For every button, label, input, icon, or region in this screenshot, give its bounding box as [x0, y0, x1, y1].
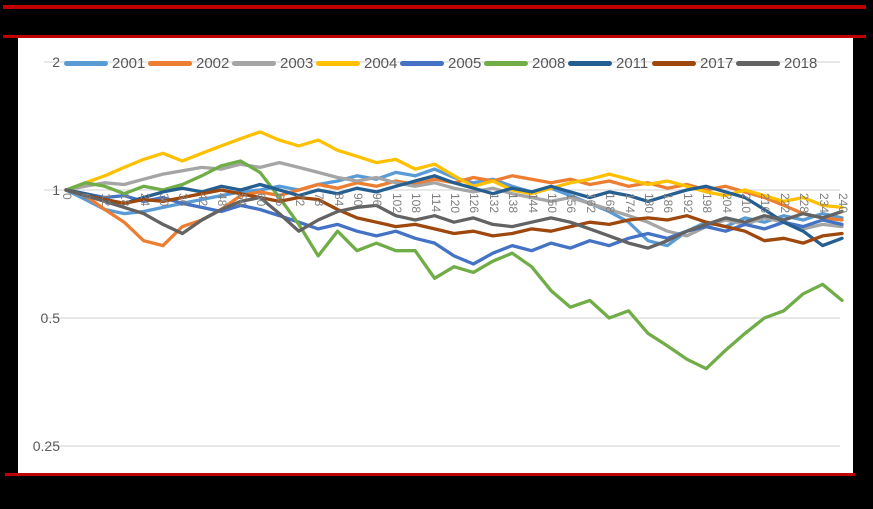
x-tick-180: 180: [642, 193, 656, 214]
legend-label-2005: 2005: [448, 54, 482, 72]
x-tick-234: 234: [816, 193, 831, 214]
legend-swatch-2003: [232, 60, 276, 66]
legend-label-2008: 2008: [532, 54, 566, 72]
series-line-2004: [64, 130, 844, 210]
x-tick-132: 132: [486, 193, 501, 214]
x-tick-168: 168: [603, 193, 618, 214]
x-tick-18: 18: [118, 193, 133, 207]
legend-label-2003: 2003: [280, 54, 314, 72]
x-tick-138: 138: [506, 193, 521, 214]
x-tick-0: 0: [60, 193, 74, 200]
red-stripe-upper: [3, 35, 866, 38]
y-tick-0.25: 0.25: [32, 438, 60, 454]
legend-label-2018: 2018: [784, 54, 818, 72]
series-line-2008: [64, 159, 844, 371]
legend-label-2004: 2004: [364, 54, 398, 72]
x-tick-186: 186: [661, 193, 676, 214]
series-line-2011: [64, 174, 844, 248]
legend-swatch-2002: [148, 60, 192, 66]
x-tick-60: 60: [254, 193, 268, 207]
legend-swatch-2011: [568, 60, 612, 66]
x-tick-156: 156: [564, 193, 579, 214]
x-tick-78: 78: [312, 193, 327, 207]
series-line-2018: [64, 188, 844, 250]
x-tick-66: 66: [273, 193, 288, 207]
legend-swatch-2005: [400, 60, 444, 66]
y-tick-0.5: 0.5: [40, 310, 60, 326]
x-tick-222: 222: [777, 193, 792, 214]
x-tick-90: 90: [351, 193, 365, 207]
x-tick-48: 48: [215, 193, 230, 207]
x-tick-228: 228: [797, 193, 812, 214]
x-tick-216: 216: [758, 193, 773, 214]
x-tick-84: 84: [331, 193, 346, 207]
x-tick-114: 114: [428, 193, 443, 213]
x-tick-42: 42: [195, 193, 210, 207]
x-tick-108: 108: [409, 193, 424, 214]
legend-item-2011[interactable]: 2011: [568, 56, 652, 71]
x-tick-150: 150: [545, 193, 559, 214]
x-tick-162: 162: [583, 193, 598, 214]
x-tick-96: 96: [370, 193, 385, 207]
red-stripe-bottom: [5, 473, 855, 476]
x-tick-36: 36: [176, 193, 191, 207]
legend-item-2017[interactable]: 2017: [652, 56, 736, 71]
x-tick-192: 192: [680, 193, 695, 214]
legend-item-2004[interactable]: 2004: [316, 56, 400, 71]
x-tick-54: 54: [234, 193, 249, 207]
legend-label-2002: 2002: [196, 54, 230, 72]
legend-item-2008[interactable]: 2008: [484, 56, 568, 71]
x-tick-198: 198: [700, 193, 715, 214]
x-tick-30: 30: [157, 193, 171, 207]
y-tick-1: 1: [52, 182, 60, 198]
legend-swatch-2001: [64, 60, 108, 66]
x-tick-72: 72: [292, 193, 307, 207]
x-tick-240: 240: [836, 193, 850, 214]
x-tick-126: 126: [467, 193, 482, 214]
x-tick-6: 6: [79, 193, 94, 200]
legend-swatch-2004: [316, 60, 360, 66]
y-tick-2: 2: [52, 54, 60, 70]
chart-legend: 2001 2002 2003 2004 2005 2008 2011 2017 2018: [64, 52, 820, 74]
legend-item-2003[interactable]: 2003: [232, 56, 316, 71]
x-tick-24: 24: [137, 193, 152, 207]
series-line-2005: [64, 188, 844, 266]
chart-svg: [44, 61, 844, 447]
legend-label-2011: 2011: [616, 54, 649, 72]
x-tick-204: 204: [719, 193, 734, 214]
x-tick-174: 174: [622, 193, 637, 214]
legend-item-2002[interactable]: 2002: [148, 56, 232, 71]
legend-label-2017: 2017: [700, 54, 734, 72]
x-tick-144: 144: [525, 193, 540, 214]
legend-label-2001: 2001: [112, 54, 146, 72]
x-tick-12: 12: [98, 193, 113, 207]
x-tick-102: 102: [389, 193, 404, 214]
x-tick-210: 210: [739, 193, 753, 214]
legend-swatch-2008: [484, 60, 528, 66]
legend-swatch-2018: [736, 60, 780, 66]
x-tick-120: 120: [448, 193, 462, 214]
red-stripe-top: [3, 5, 866, 9]
legend-item-2018[interactable]: 2018: [736, 56, 820, 71]
legend-item-2001[interactable]: 2001: [64, 56, 148, 71]
legend-item-2005[interactable]: 2005: [400, 56, 484, 71]
legend-swatch-2017: [652, 60, 696, 66]
